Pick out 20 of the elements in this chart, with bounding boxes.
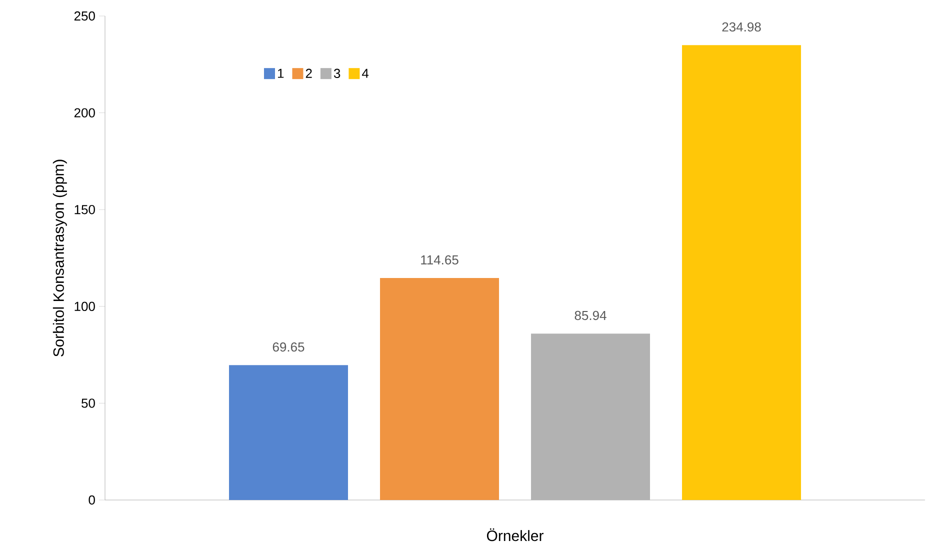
legend-label: 1 <box>278 68 284 78</box>
legend-label: 4 <box>362 68 369 78</box>
bar <box>380 278 500 500</box>
bar <box>531 334 650 500</box>
x-axis-title: Örnekler <box>486 528 544 542</box>
data-label: 114.65 <box>421 255 458 264</box>
data-label: 85.94 <box>574 310 606 320</box>
legend-label: 2 <box>306 68 312 78</box>
legend-label: 3 <box>334 68 340 78</box>
data-label: 69.65 <box>272 342 304 352</box>
y-axis-title: Sorbitol Konsantrasyon (ppm) <box>52 160 67 357</box>
data-label: 234.98 <box>722 22 761 32</box>
y-tick-label: 100 <box>74 302 95 311</box>
y-tick-label: 50 <box>82 398 95 408</box>
bar <box>682 45 802 500</box>
y-tick-label: 0 <box>88 495 95 505</box>
y-tick-label: 200 <box>74 108 95 118</box>
bar <box>229 365 348 500</box>
y-tick-label: 250 <box>74 11 95 21</box>
y-tick-label: 150 <box>74 204 95 214</box>
